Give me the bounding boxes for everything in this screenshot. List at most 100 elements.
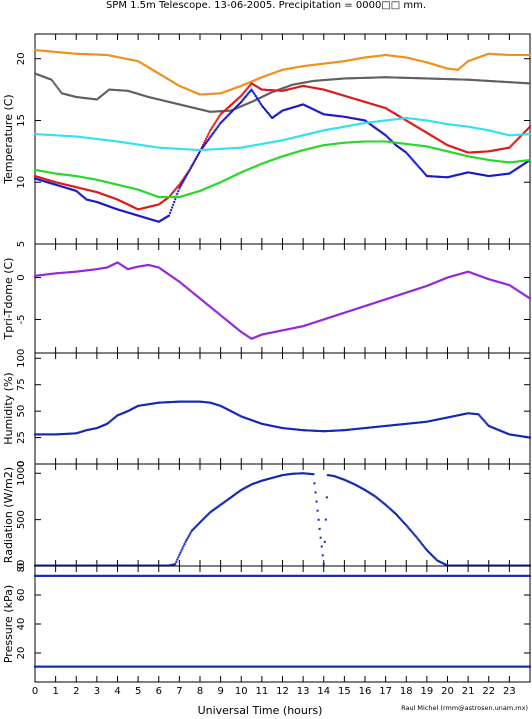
data-point — [253, 84, 256, 87]
data-point — [83, 176, 86, 179]
data-point — [240, 84, 243, 87]
data-point — [277, 330, 280, 333]
data-point — [250, 144, 253, 147]
data-point — [386, 297, 389, 300]
data-point — [261, 142, 264, 145]
data-point — [329, 429, 332, 432]
data-point — [514, 434, 517, 437]
data-point — [246, 485, 249, 488]
data-point — [73, 574, 76, 577]
data-point — [436, 147, 439, 150]
data-point — [81, 136, 84, 139]
data-point — [338, 60, 341, 63]
data-point — [234, 100, 237, 103]
data-point — [306, 81, 309, 84]
data-point — [346, 77, 349, 80]
data-point — [172, 196, 175, 199]
data-point — [459, 153, 462, 156]
data-point — [402, 149, 405, 152]
data-point — [342, 60, 345, 63]
data-point — [342, 125, 345, 128]
data-point — [411, 422, 414, 425]
data-point — [340, 77, 343, 80]
data-point — [55, 184, 58, 187]
data-point — [441, 417, 444, 420]
data-point — [135, 405, 138, 408]
data-point — [50, 182, 53, 185]
data-point — [376, 301, 379, 304]
data-point — [95, 427, 98, 430]
data-point — [430, 62, 432, 65]
data-point — [91, 200, 94, 203]
data-point — [513, 141, 516, 144]
data-point — [175, 147, 178, 150]
data-point — [52, 172, 55, 175]
data-point — [255, 481, 258, 484]
data-point — [87, 53, 90, 56]
data-point — [471, 151, 474, 154]
data-point — [136, 59, 139, 62]
data-point — [133, 206, 135, 209]
data-point — [487, 52, 490, 55]
data-point — [278, 156, 281, 159]
data-point — [323, 62, 326, 65]
data-point — [387, 54, 390, 57]
data-point — [40, 133, 43, 136]
data-point — [137, 92, 140, 95]
data-point — [227, 177, 230, 180]
data-point — [503, 80, 506, 83]
data-point — [151, 264, 154, 267]
data-point — [502, 282, 505, 285]
data-point — [343, 311, 346, 314]
data-point — [446, 123, 449, 126]
data-point — [327, 78, 330, 81]
data-point — [512, 54, 515, 56]
data-point — [275, 330, 278, 333]
data-point — [321, 574, 324, 577]
data-point — [210, 134, 213, 137]
data-point — [200, 400, 203, 403]
data-point — [156, 220, 159, 223]
data-point — [350, 58, 353, 61]
data-point — [167, 147, 170, 150]
data-point — [226, 408, 229, 411]
data-point — [133, 406, 135, 409]
data-point — [79, 175, 82, 178]
data-point — [61, 185, 64, 188]
data-point — [414, 58, 417, 61]
data-point — [397, 294, 399, 297]
data-point — [139, 93, 142, 96]
data-point — [337, 142, 340, 145]
data-point — [252, 91, 255, 94]
data-point — [305, 472, 308, 475]
data-point — [419, 59, 422, 62]
data-point — [211, 110, 214, 113]
data-point — [387, 506, 390, 509]
data-point — [34, 133, 36, 136]
data-point — [241, 104, 244, 107]
data-point — [485, 277, 488, 280]
data-point — [274, 140, 277, 143]
data-point — [54, 181, 57, 184]
data-point — [65, 432, 68, 435]
data-point — [406, 422, 409, 425]
data-point — [146, 206, 149, 209]
data-point — [300, 134, 303, 137]
data-point — [427, 119, 430, 122]
data-point — [126, 89, 129, 92]
data-point — [470, 271, 473, 274]
data-point — [171, 206, 174, 209]
data-point — [389, 76, 392, 79]
data-point — [386, 54, 389, 57]
data-point — [270, 115, 273, 118]
data-point — [170, 574, 173, 577]
data-point — [336, 78, 339, 81]
data-point — [507, 432, 510, 435]
data-point — [309, 86, 312, 89]
data-point — [358, 99, 361, 102]
data-point — [497, 53, 500, 56]
temperature-series-red — [34, 82, 531, 211]
data-point — [162, 199, 165, 202]
data-point — [514, 160, 517, 163]
data-point — [491, 130, 494, 133]
